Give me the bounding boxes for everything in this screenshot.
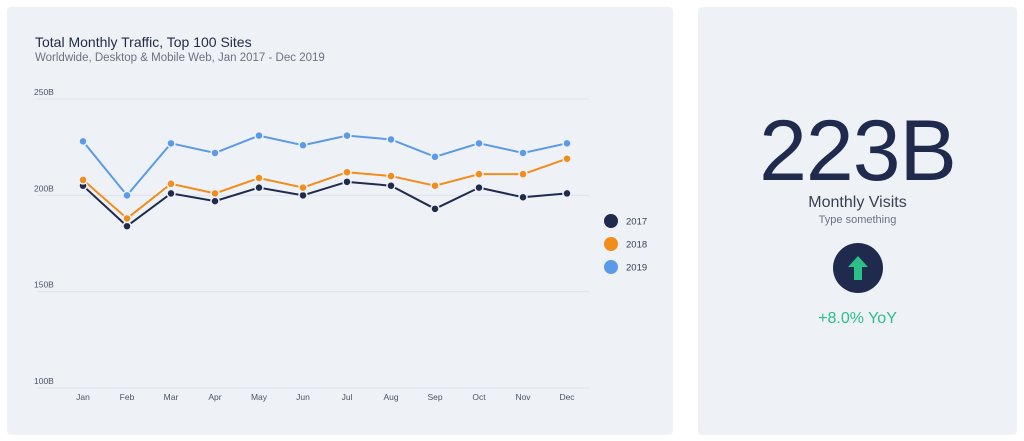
trend-badge	[833, 243, 883, 293]
data-point-2018	[430, 180, 440, 191]
legend-swatch-2017	[604, 214, 618, 228]
data-point-2019	[430, 152, 440, 162]
legend-swatch-2018	[604, 237, 618, 251]
data-point-2018	[298, 182, 308, 193]
data-point-2019	[122, 190, 132, 201]
data-point-2019	[562, 138, 572, 149]
data-point-2017	[342, 177, 352, 187]
data-point-2019	[210, 148, 220, 158]
data-point-2017	[518, 192, 528, 203]
x-tick-label: Oct	[472, 392, 486, 402]
y-tick-label: 250B	[34, 87, 54, 97]
legend-swatch-2019	[604, 260, 618, 274]
data-point-2018	[254, 173, 264, 183]
line-chart: 100B 150B 200B 250B Jan Feb Mar Apr May Jun Jul Aug…	[34, 87, 647, 402]
data-point-2019	[298, 140, 308, 150]
x-tick-label: Nov	[515, 392, 531, 402]
x-tick-label: Dec	[559, 392, 575, 402]
x-tick-label: Feb	[120, 392, 135, 402]
data-point-2017	[386, 180, 396, 191]
data-point-2018	[210, 188, 220, 199]
x-tick-label: Apr	[208, 392, 221, 402]
data-point-2017	[166, 188, 176, 199]
data-point-2017	[122, 221, 132, 231]
chart-card: Total Monthly Traffic, Top 100 Sites Wor…	[7, 7, 673, 435]
data-point-2018	[342, 167, 352, 177]
legend-label-2018: 2018	[626, 240, 647, 251]
data-point-2017	[298, 190, 308, 201]
data-point-2018	[78, 175, 88, 185]
data-point-2018	[122, 213, 132, 224]
y-tick-label: 150B	[34, 280, 54, 290]
x-tick-label: Jun	[296, 392, 310, 402]
series-line-2019	[82, 134, 568, 197]
data-point-2019	[518, 148, 528, 158]
legend-label-2017: 2017	[626, 217, 647, 228]
x-tick-label: Sep	[427, 392, 442, 402]
data-point-2019	[166, 138, 176, 149]
kpi-value: 223B	[759, 103, 957, 199]
data-point-2017	[210, 196, 220, 206]
data-point-2019	[254, 130, 264, 141]
data-point-2019	[474, 138, 484, 149]
x-tick-label: Jan	[76, 392, 90, 402]
kpi-sublabel: Type something	[818, 214, 897, 226]
data-point-2018	[166, 179, 176, 189]
data-point-2017	[254, 182, 264, 193]
series-line-2018	[82, 157, 568, 220]
data-point-2018	[562, 153, 572, 164]
x-tick-label: Mar	[164, 392, 179, 402]
chart-title: Total Monthly Traffic, Top 100 Sites	[35, 34, 252, 50]
data-point-2019	[78, 136, 88, 147]
data-point-2017	[430, 204, 440, 214]
legend-label-2019: 2019	[626, 263, 647, 274]
data-point-2018	[474, 169, 484, 179]
x-tick-label: May	[251, 392, 268, 402]
kpi-card: 223B Monthly Visits Type something +8.0%…	[698, 7, 1017, 435]
data-point-2019	[342, 130, 352, 141]
series-line-2017	[82, 180, 568, 228]
chart-subtitle: Worldwide, Desktop & Mobile Web, Jan 201…	[35, 52, 325, 64]
arrow-up-icon	[848, 256, 868, 280]
data-point-2018	[386, 171, 396, 181]
y-tick-label: 200B	[34, 183, 54, 193]
data-point-2017	[474, 182, 484, 193]
kpi-label: Monthly Visits	[808, 194, 907, 211]
x-tick-label: Aug	[383, 392, 398, 402]
x-tick-label: Jul	[342, 392, 353, 402]
yoy-change: +8.0% YoY	[818, 310, 897, 327]
data-point-2018	[518, 169, 528, 179]
data-point-2017	[562, 188, 572, 199]
y-tick-label: 100B	[34, 376, 54, 386]
data-point-2019	[386, 134, 396, 145]
